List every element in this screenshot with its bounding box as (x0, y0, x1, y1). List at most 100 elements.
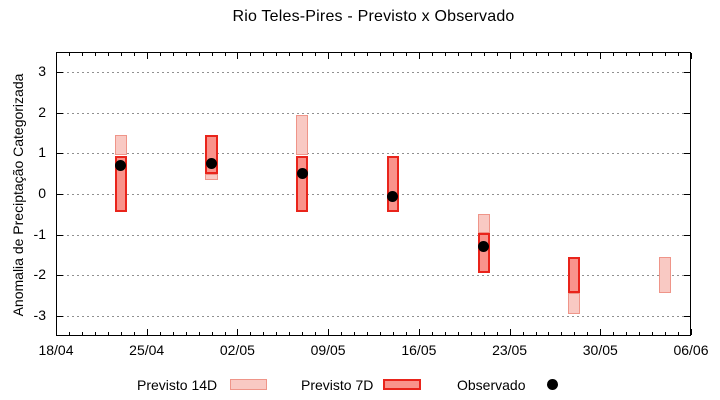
x-axis-tick (444, 53, 446, 56)
previsto-14d-bar (477, 214, 490, 233)
x-axis-tick (626, 53, 628, 56)
x-axis-tick (94, 53, 96, 56)
x-axis-tick (678, 332, 679, 335)
x-axis-tick (185, 53, 187, 56)
x-axis-tick (367, 332, 368, 335)
legend-label-observado: Observado (457, 377, 526, 393)
x-axis-tick (159, 53, 161, 56)
x-axis-tick (613, 53, 615, 56)
x-axis-tick (587, 332, 589, 335)
x-axis-tick (457, 332, 459, 335)
x-axis-tick (276, 53, 278, 56)
x-axis-tick (250, 53, 252, 56)
x-axis-tick (172, 332, 174, 335)
previsto-14d-bar (296, 114, 309, 156)
x-axis-tick (600, 329, 602, 335)
x-axis-tick (574, 53, 576, 56)
gridline (57, 153, 690, 155)
x-axis-tick (483, 53, 485, 56)
x-axis-tick (561, 53, 563, 56)
x-axis-tick (146, 53, 148, 59)
y-axis-tick (57, 72, 63, 74)
x-axis-tick (69, 53, 70, 56)
x-axis-tick (107, 53, 109, 56)
x-axis-tick (354, 53, 356, 56)
x-axis-tick (470, 332, 472, 335)
x-axis-tick (380, 332, 381, 335)
observado-dot (478, 241, 490, 253)
x-axis-tick (237, 329, 239, 335)
x-axis-tick (574, 332, 576, 335)
x-axis-tick (211, 53, 213, 56)
y-tick-label: 2 (38, 103, 46, 120)
x-axis-tick (405, 53, 407, 56)
x-axis-tick (133, 53, 135, 56)
y-tick-label: -3 (33, 306, 46, 323)
x-axis-tick (276, 332, 278, 335)
y-axis-tick (684, 112, 690, 114)
x-axis-tick (56, 53, 57, 59)
y-axis-tick (684, 234, 690, 236)
x-axis-tick (198, 53, 200, 56)
x-axis-tick (69, 332, 70, 335)
x-axis-tick (237, 53, 239, 59)
gridline (57, 194, 690, 195)
x-axis-tick (496, 53, 498, 56)
previsto-7d-bar (477, 232, 490, 274)
x-tick-label: 30/05 (582, 342, 618, 358)
y-tick-label: 3 (38, 63, 46, 80)
observado-dot (387, 190, 399, 202)
y-axis-tick (57, 153, 63, 155)
gridline (57, 234, 690, 236)
x-axis-tick (224, 53, 226, 56)
chart-title: Rio Teles-Pires - Previsto x Observado (232, 8, 515, 25)
x-axis-tick (120, 332, 122, 335)
x-axis-tick (198, 332, 200, 335)
x-axis-tick (691, 53, 692, 59)
y-tick-label: -2 (33, 266, 46, 283)
y-tick-label: 1 (38, 144, 46, 161)
x-axis-tick (328, 53, 330, 59)
x-axis-tick (315, 53, 317, 56)
gridline (57, 72, 690, 74)
observado-dot (206, 158, 217, 170)
x-axis-tick (315, 332, 317, 335)
x-axis-tick (535, 332, 537, 335)
x-axis-tick (302, 53, 304, 56)
x-axis-tick (548, 332, 550, 335)
previsto-14d-bar (114, 135, 127, 156)
x-axis-tick (185, 332, 187, 335)
x-axis-tick (107, 332, 109, 335)
previsto-14d-bar (568, 293, 581, 314)
x-axis-tick (483, 332, 485, 335)
previsto-7d-bar (296, 155, 309, 213)
x-axis-tick (665, 332, 667, 335)
x-axis-tick (302, 332, 304, 335)
x-axis-tick (172, 53, 174, 56)
legend-label-previsto-14d: Previsto 14D (137, 377, 218, 393)
x-axis-tick (392, 53, 394, 56)
x-axis-tick (81, 53, 83, 56)
x-axis-tick (639, 332, 641, 335)
legend-label-previsto-7d: Previsto 7D (301, 377, 374, 393)
x-axis-tick (263, 53, 265, 56)
observado-dot (296, 168, 308, 180)
gridline (57, 112, 690, 114)
y-axis-tick (57, 234, 63, 236)
y-axis-tick (684, 194, 690, 195)
x-axis-tick (94, 332, 96, 335)
x-axis-tick (522, 53, 524, 56)
x-axis-tick (509, 329, 511, 335)
x-axis-tick (665, 53, 667, 56)
x-axis-tick (328, 329, 330, 335)
x-axis-tick (418, 53, 420, 59)
observado-dot (115, 160, 127, 172)
x-axis-tick (691, 329, 692, 335)
x-axis-tick (652, 332, 654, 335)
x-axis-tick (367, 53, 368, 56)
x-axis-tick (444, 332, 446, 335)
x-axis-tick (470, 53, 472, 56)
x-axis-tick (263, 332, 265, 335)
x-tick-label: 16/05 (401, 342, 437, 358)
